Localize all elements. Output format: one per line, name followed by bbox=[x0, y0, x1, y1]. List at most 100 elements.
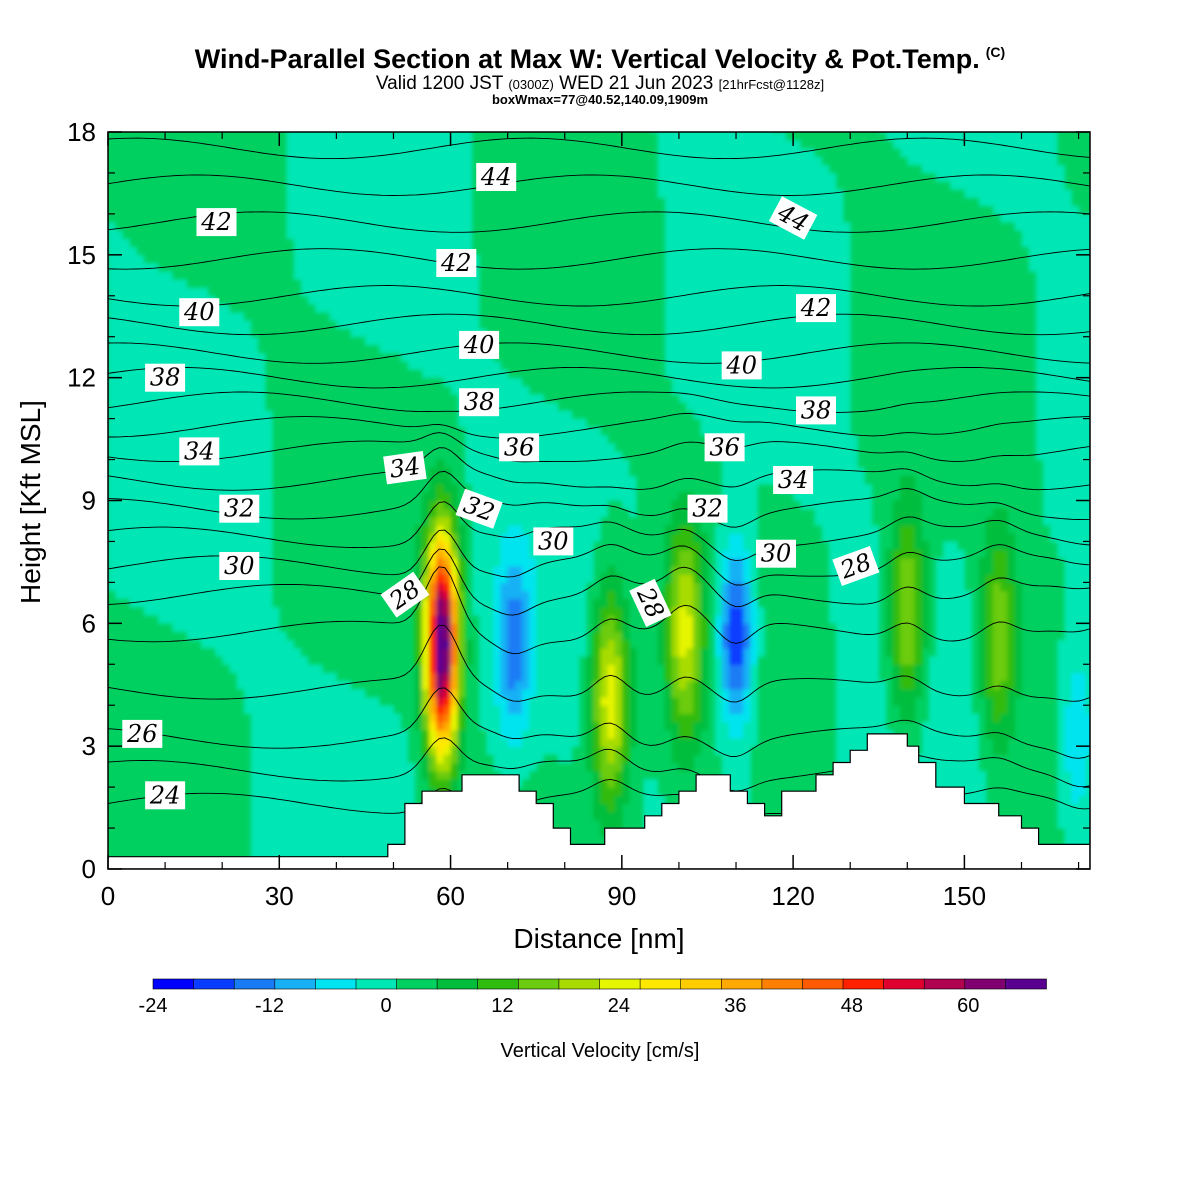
field-cell bbox=[493, 713, 502, 723]
field-cell bbox=[386, 738, 394, 747]
field-cell bbox=[265, 721, 273, 731]
field-cell bbox=[814, 426, 823, 436]
field-cell bbox=[364, 238, 373, 248]
field-cell bbox=[457, 590, 466, 600]
field-cell bbox=[179, 525, 188, 534]
field-cell bbox=[800, 361, 808, 371]
field-cell bbox=[293, 697, 302, 706]
field-cell bbox=[507, 607, 516, 616]
field-cell bbox=[257, 803, 266, 813]
field-cell bbox=[143, 443, 152, 452]
field-cell bbox=[629, 688, 637, 698]
field-cell bbox=[386, 132, 394, 141]
field-cell bbox=[693, 230, 701, 240]
field-cell bbox=[215, 508, 223, 518]
field-cell bbox=[300, 738, 309, 747]
field-cell bbox=[186, 631, 195, 641]
field-cell bbox=[286, 156, 295, 166]
field-cell bbox=[671, 344, 680, 354]
field-cell bbox=[379, 254, 387, 264]
field-cell bbox=[386, 770, 394, 780]
field-cell bbox=[450, 574, 459, 583]
field-cell bbox=[372, 721, 380, 731]
field-cell bbox=[136, 435, 145, 444]
field-cell bbox=[728, 148, 737, 158]
field-cell bbox=[429, 361, 437, 371]
field-cell bbox=[336, 320, 345, 330]
field-cell bbox=[108, 263, 116, 272]
field-cell bbox=[686, 721, 694, 731]
field-cell bbox=[493, 656, 502, 665]
field-cell bbox=[686, 754, 694, 764]
field-cell bbox=[215, 647, 223, 657]
field-cell bbox=[786, 172, 794, 182]
field-cell bbox=[771, 164, 780, 174]
field-cell bbox=[236, 484, 245, 493]
field-cell bbox=[179, 287, 188, 297]
field-cell bbox=[479, 697, 487, 706]
field-cell bbox=[236, 607, 245, 616]
field-cell bbox=[557, 508, 566, 518]
field-cell bbox=[721, 238, 730, 248]
field-cell bbox=[793, 164, 801, 174]
field-cell bbox=[122, 361, 130, 371]
field-cell bbox=[236, 312, 245, 321]
field-cell bbox=[372, 836, 380, 845]
field-cell bbox=[543, 500, 551, 510]
field-cell bbox=[229, 451, 237, 461]
field-cell bbox=[379, 205, 387, 215]
field-cell bbox=[507, 459, 516, 469]
field-cell bbox=[521, 549, 530, 559]
field-cell bbox=[778, 369, 787, 379]
field-cell bbox=[136, 541, 145, 551]
field-cell bbox=[207, 353, 216, 362]
field-cell bbox=[400, 156, 409, 166]
field-cell bbox=[393, 181, 402, 190]
field-cell bbox=[743, 533, 751, 543]
field-cell bbox=[250, 426, 259, 436]
field-cell bbox=[678, 729, 687, 739]
field-cell bbox=[543, 402, 551, 411]
field-cell bbox=[429, 607, 437, 616]
field-cell bbox=[286, 713, 295, 723]
field-cell bbox=[529, 672, 537, 682]
field-cell bbox=[671, 508, 680, 518]
field-cell bbox=[229, 344, 237, 354]
field-cell bbox=[514, 492, 523, 502]
field-cell bbox=[743, 254, 751, 264]
field-cell bbox=[186, 385, 195, 395]
field-cell bbox=[329, 304, 337, 313]
field-cell bbox=[757, 443, 766, 452]
field-cell bbox=[607, 738, 616, 747]
field-cell bbox=[315, 238, 323, 248]
field-cell bbox=[315, 738, 323, 747]
field-cell bbox=[386, 148, 394, 158]
field-cell bbox=[129, 566, 138, 575]
field-cell bbox=[457, 639, 466, 649]
field-cell bbox=[422, 172, 430, 182]
field-cell bbox=[229, 353, 237, 362]
field-cell bbox=[757, 189, 766, 199]
field-cell bbox=[678, 705, 687, 714]
field-cell bbox=[293, 738, 302, 747]
field-cell bbox=[443, 672, 452, 682]
field-cell bbox=[671, 607, 680, 616]
field-cell bbox=[507, 738, 516, 747]
field-cell bbox=[678, 312, 687, 321]
field-cell bbox=[257, 828, 266, 837]
field-cell bbox=[186, 615, 195, 624]
field-cell bbox=[364, 164, 373, 174]
field-cell bbox=[807, 451, 816, 461]
field-cell bbox=[236, 647, 245, 657]
field-cell bbox=[357, 844, 366, 854]
field-cell bbox=[129, 516, 138, 526]
field-cell bbox=[336, 738, 345, 747]
field-cell bbox=[543, 738, 551, 747]
field-cell bbox=[786, 353, 794, 362]
field-cell bbox=[257, 525, 266, 534]
field-cell bbox=[521, 672, 530, 682]
field-cell bbox=[186, 328, 195, 338]
field-cell bbox=[821, 508, 830, 518]
field-cell bbox=[407, 778, 416, 788]
field-cell bbox=[457, 533, 466, 543]
